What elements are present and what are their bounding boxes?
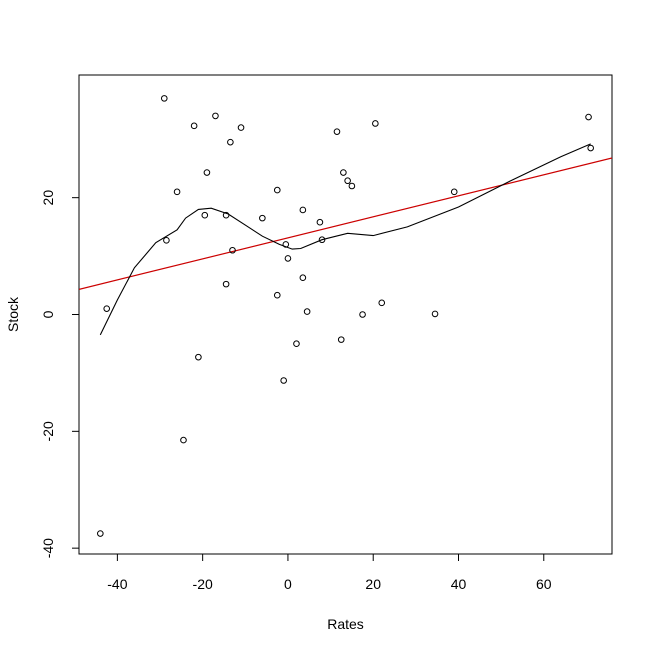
data-point bbox=[195, 353, 202, 361]
data-point bbox=[222, 211, 230, 219]
data-point bbox=[299, 206, 307, 214]
data-point bbox=[280, 377, 287, 384]
y-tick-label: 20 bbox=[40, 190, 56, 206]
data-point bbox=[293, 340, 300, 348]
data-point bbox=[450, 188, 458, 196]
data-point bbox=[318, 236, 326, 244]
y-axis: -40 -20 0 20 bbox=[40, 190, 80, 558]
data-point bbox=[348, 182, 356, 190]
data-point bbox=[344, 177, 351, 185]
data-point bbox=[203, 169, 211, 176]
y-axis-label: Stock bbox=[5, 296, 21, 332]
data-point bbox=[173, 188, 181, 196]
chart-lines bbox=[79, 143, 612, 336]
data-point bbox=[282, 241, 290, 248]
smoothed-trend-line bbox=[99, 143, 591, 336]
data-point bbox=[340, 169, 347, 176]
data-point bbox=[316, 218, 324, 226]
data-point bbox=[97, 530, 104, 537]
data-point bbox=[585, 113, 592, 121]
x-tick-label: 40 bbox=[451, 576, 467, 592]
data-point bbox=[587, 144, 594, 152]
data-point bbox=[222, 280, 230, 288]
data-point bbox=[229, 246, 236, 254]
data-point bbox=[372, 120, 379, 127]
data-point bbox=[201, 211, 209, 219]
data-point bbox=[333, 128, 341, 135]
x-tick-label: 60 bbox=[536, 576, 552, 592]
data-point bbox=[163, 237, 170, 244]
data-point bbox=[259, 214, 266, 222]
data-point bbox=[378, 299, 386, 307]
x-tick-label: 0 bbox=[284, 576, 292, 592]
data-point bbox=[180, 436, 187, 444]
data-point bbox=[359, 311, 366, 318]
data-point bbox=[190, 122, 198, 130]
x-tick-label: -20 bbox=[193, 576, 213, 592]
x-tick-label: 20 bbox=[365, 576, 381, 592]
plot-frame bbox=[78, 74, 613, 555]
data-point bbox=[237, 124, 245, 131]
data-point bbox=[103, 305, 111, 312]
y-tick-label: 0 bbox=[40, 310, 56, 318]
x-axis: -40 -20 0 20 40 60 bbox=[107, 553, 552, 592]
x-tick-label: -40 bbox=[107, 576, 127, 592]
data-points bbox=[97, 95, 594, 537]
data-point bbox=[284, 255, 292, 262]
y-tick-label: -20 bbox=[40, 421, 56, 441]
data-point bbox=[337, 336, 345, 343]
y-tick-label: -40 bbox=[40, 538, 56, 558]
data-point bbox=[227, 138, 234, 146]
data-point bbox=[299, 274, 307, 281]
data-point bbox=[273, 186, 281, 194]
data-point bbox=[303, 308, 311, 315]
regression-line bbox=[79, 157, 612, 290]
data-point bbox=[160, 95, 168, 102]
x-axis-label: Rates bbox=[327, 616, 364, 632]
data-point bbox=[212, 112, 219, 120]
data-point bbox=[431, 310, 439, 318]
data-point bbox=[273, 291, 281, 299]
